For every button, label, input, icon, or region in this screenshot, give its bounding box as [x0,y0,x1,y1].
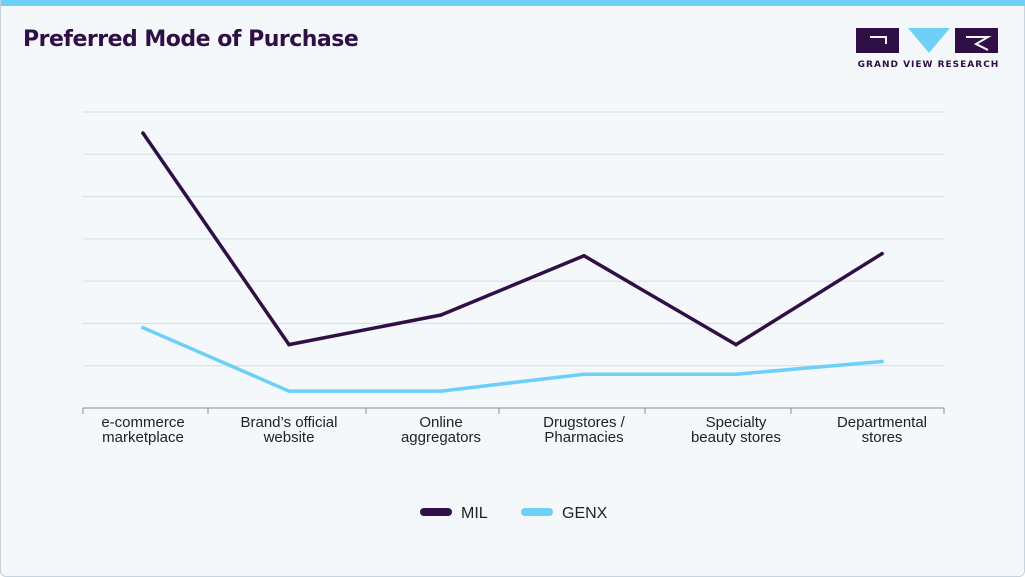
data-point-genx [582,372,586,376]
series-line-mil [141,131,884,347]
data-point-mil [734,342,738,347]
gvr-logo-icon [856,28,998,53]
data-point-genx [439,389,443,393]
logo-text: GRAND VIEW RESEARCH [857,60,1000,70]
data-point-mil [439,313,443,317]
x-tick-label: e-commerce marketplace [101,414,184,446]
chart-title: Preferred Mode of Purchase [23,27,359,52]
data-point-mil [287,342,291,347]
data-point-genx [141,325,145,330]
data-point-mil [141,131,145,135]
series-line-genx [141,325,884,393]
data-point-genx [734,372,738,376]
data-point-genx [880,359,884,364]
top-accent-bar [1,0,1025,6]
data-point-genx [287,389,291,393]
x-tick-label: Departmental stores [837,414,927,446]
x-tick-label: Drugstores / Pharmacies [543,414,626,446]
grand-view-research-logo: GRAND VIEW RESEARCH [856,28,1001,73]
x-tick-label: Specialty beauty stores [691,414,781,446]
x-tick-label: Brand’s official website [240,414,337,446]
x-tick-label: Online aggregators [401,414,481,446]
legend-label-genx: GENX [562,505,608,522]
data-point-mil [582,253,586,258]
legend-label-mil: MIL [461,505,488,522]
data-point-mil [880,251,884,256]
